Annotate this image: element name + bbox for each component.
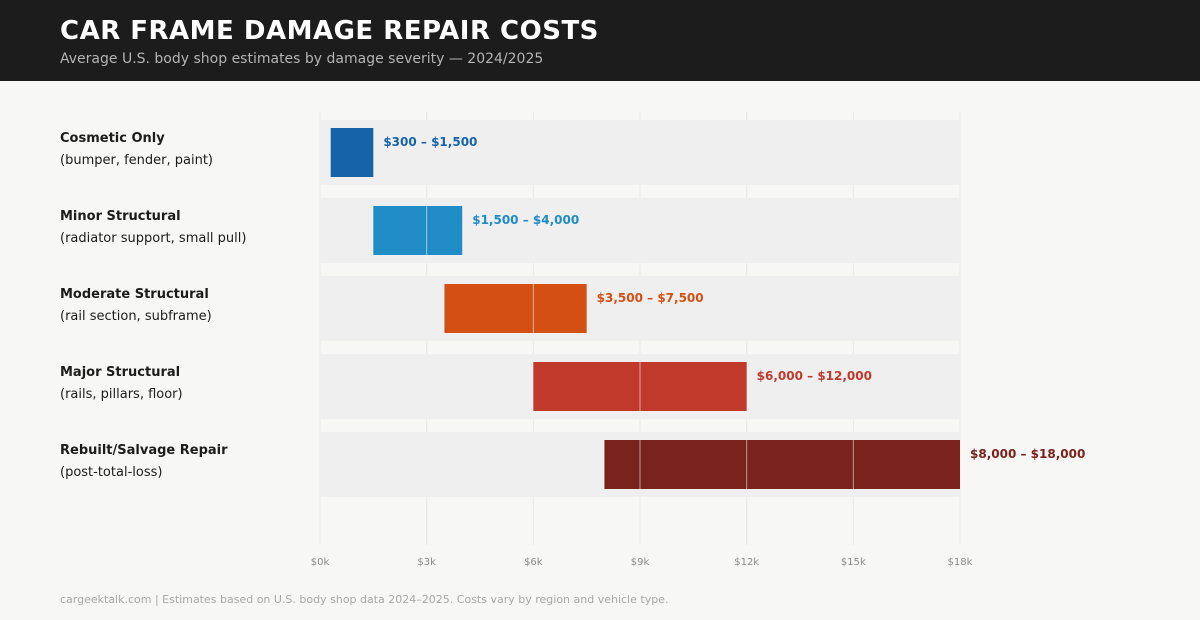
x-tick-label: $3k: [417, 557, 436, 568]
category-label-rebuilt: Rebuilt/Salvage Repair (post-total-loss): [60, 443, 310, 481]
category-label-minor: Minor Structural (radiator support, smal…: [60, 209, 310, 247]
x-tick-label: $9k: [631, 557, 650, 568]
page-title: CAR FRAME DAMAGE REPAIR COSTS: [60, 16, 599, 46]
category-name: Minor Structural: [60, 209, 181, 224]
category-description: (bumper, fender, paint): [60, 153, 213, 168]
category-description: (radiator support, small pull): [60, 231, 247, 246]
x-tick-label: $6k: [524, 557, 543, 568]
value-label: $3,500 – $7,500: [597, 291, 704, 305]
range-bar: [604, 440, 960, 489]
footer-source-note: cargeektalk.com | Estimates based on U.S…: [60, 593, 669, 606]
row-band: [320, 276, 960, 341]
x-tick-label: $18k: [948, 557, 973, 568]
x-tick-label: $0k: [311, 557, 330, 568]
category-description: (rail section, subframe): [60, 309, 212, 324]
value-label: $8,000 – $18,000: [970, 447, 1085, 461]
x-tick-label: $12k: [734, 557, 759, 568]
category-description: (post-total-loss): [60, 465, 163, 480]
x-tick-label: $15k: [841, 557, 866, 568]
range-bar: [444, 284, 587, 333]
category-name: Rebuilt/Salvage Repair: [60, 443, 228, 458]
category-name: Moderate Structural: [60, 287, 209, 302]
range-bar: [330, 128, 374, 177]
row-band: [320, 120, 960, 185]
value-label: $1,500 – $4,000: [472, 213, 579, 227]
header-bar: CAR FRAME DAMAGE REPAIR COSTS Average U.…: [0, 0, 1200, 81]
category-label-cosmetic: Cosmetic Only (bumper, fender, paint): [60, 131, 310, 169]
page-subtitle: Average U.S. body shop estimates by dama…: [60, 51, 544, 67]
range-bar: [373, 206, 463, 255]
category-description: (rails, pillars, floor): [60, 387, 183, 402]
value-label: $300 – $1,500: [383, 135, 477, 149]
category-name: Cosmetic Only: [60, 131, 165, 146]
category-label-major: Major Structural (rails, pillars, floor): [60, 365, 310, 403]
category-label-moderate: Moderate Structural (rail section, subfr…: [60, 287, 310, 325]
category-name: Major Structural: [60, 365, 181, 380]
value-label: $6,000 – $12,000: [757, 369, 872, 383]
